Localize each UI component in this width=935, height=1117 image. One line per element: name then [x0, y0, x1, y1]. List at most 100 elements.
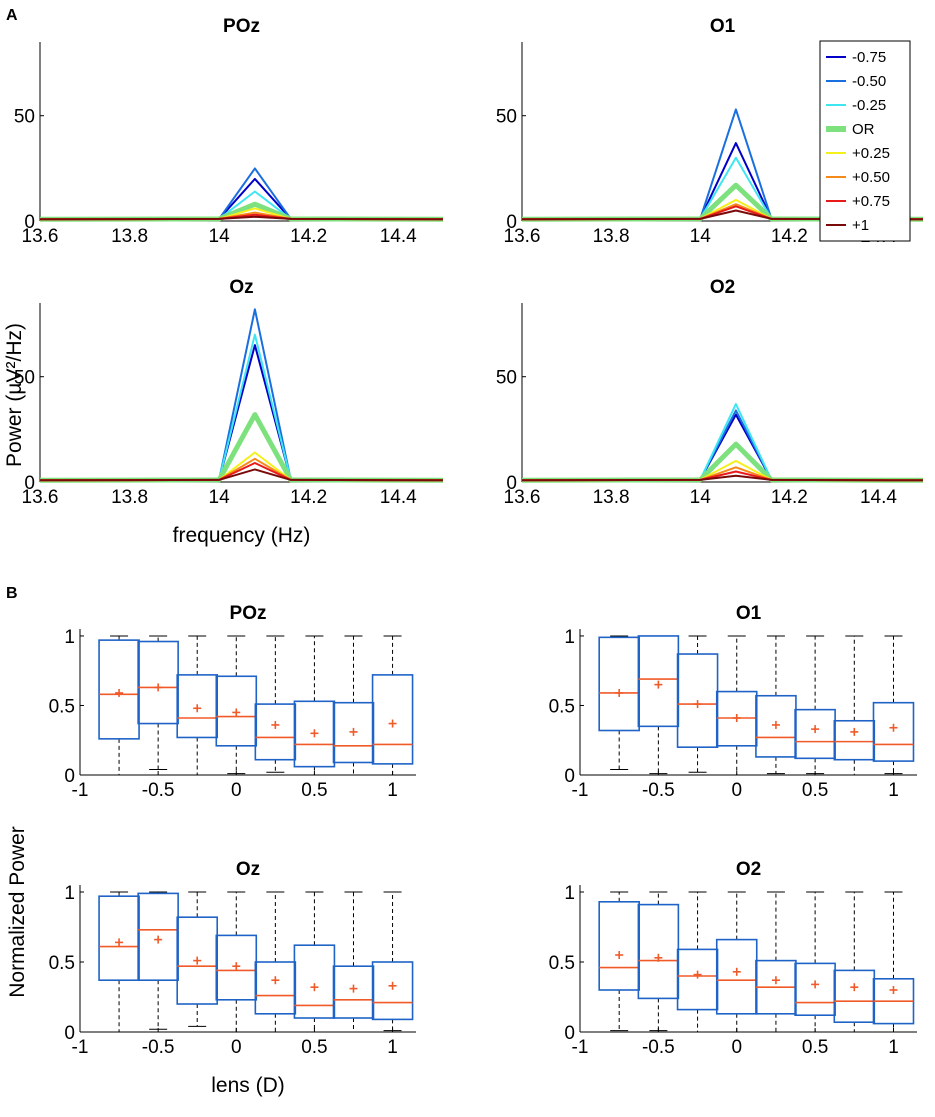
x-axis-label: lens (D): [211, 1074, 285, 1097]
box-0-5: [137, 891, 179, 1030]
x-tick-label: -0.5: [142, 780, 175, 801]
panel-label-a: A: [6, 7, 18, 24]
x-tick-label: 14: [209, 226, 231, 247]
x-tick-label: 0.5: [301, 1037, 327, 1058]
chart-title: Oz: [236, 859, 260, 880]
x-tick-label: 0: [731, 1037, 742, 1058]
series-line-0-25: [40, 333, 443, 482]
chart-a-oz: Oz 13.6 13.8 14 14.2 14.4 0 50 frequency (Hz) Pow…: [3, 277, 443, 547]
x-tick-label: 14.2: [771, 487, 808, 508]
box-0-75: [598, 635, 640, 770]
x-tick-label: 14.2: [771, 226, 808, 247]
iqr-box: [371, 674, 414, 765]
x-tick-label: 1: [387, 780, 398, 801]
box-1: [371, 635, 414, 776]
iqr-box: [137, 640, 179, 725]
x-tick-label: 13.8: [111, 226, 148, 247]
x-tick-label: -1: [572, 780, 589, 801]
box-0-25: [676, 891, 719, 1033]
x-tick-label: -1: [72, 780, 89, 801]
legend-label-1: +1: [852, 217, 869, 234]
x-tick-label: 14: [690, 487, 712, 508]
iqr-box: [598, 900, 640, 991]
legend-label-or: OR: [852, 121, 875, 138]
iqr-box: [98, 639, 140, 740]
iqr-box: [371, 961, 414, 1021]
chart-title: POz: [223, 16, 260, 37]
iqr-box: [872, 701, 915, 762]
iqr-box: [794, 962, 836, 1017]
x-tick-label: 13.8: [111, 487, 148, 508]
box-0-75: [98, 635, 140, 776]
box-0-25: [254, 635, 297, 773]
x-tick-label: 13.6: [22, 226, 59, 247]
box-1: [872, 891, 915, 1033]
y-tick-label: 50: [496, 107, 517, 128]
box-0-75: [598, 891, 640, 1032]
chart-title: O1: [710, 16, 736, 37]
box-0-75: [833, 891, 876, 1033]
legend: -0.75 -0.50 -0.25 OR +0.25 +0.50 +0.75 +1: [819, 40, 911, 242]
iqr-box: [833, 719, 876, 761]
y-tick-label: 1: [564, 627, 575, 648]
box-0-25: [676, 635, 719, 773]
legend-label-0-50: +0.50: [852, 169, 890, 186]
box-0-25: [755, 891, 797, 1033]
y-tick-label: 0: [64, 1023, 75, 1044]
series-line-0-75: [40, 344, 443, 482]
chart-b-o1: O1 -1 -0.5 0 0.5 1 0 0.5 1: [549, 603, 917, 801]
y-tick-label: 1: [64, 883, 75, 904]
box-0-5: [293, 635, 336, 776]
chart-title: O1: [736, 603, 762, 624]
box-0-5: [637, 635, 680, 775]
box-1: [872, 635, 915, 775]
box-0-5: [794, 635, 836, 775]
iqr-box: [215, 675, 258, 747]
iqr-box: [254, 961, 297, 1015]
x-tick-label: 0.5: [802, 780, 828, 801]
x-tick-label: 13.6: [22, 487, 59, 508]
box-0-75: [332, 891, 375, 1033]
series-group: [522, 403, 923, 483]
y-tick-label: 0.5: [49, 953, 75, 974]
y-tick-label: 0: [64, 766, 75, 787]
box-0: [215, 635, 258, 775]
chart-title: O2: [736, 859, 761, 880]
box-1: [371, 891, 414, 1032]
x-tick-label: 13.6: [504, 487, 541, 508]
box-0-25: [176, 891, 219, 1027]
plots-container: POz 13.6 13.8 14 14.2 14.4 0 50 O1 13.6 13.8 14 14.2…: [3, 16, 923, 1097]
y-tick-label: 0.5: [549, 953, 575, 974]
series-line-0-75: [522, 413, 923, 482]
y-axis-label: Normalized Power: [6, 826, 29, 998]
x-tick-label: 14.4: [380, 226, 417, 247]
box-0: [715, 635, 758, 776]
iqr-box: [794, 708, 836, 760]
iqr-box: [98, 895, 140, 982]
series-line-1: [40, 215, 443, 221]
box-0-75: [98, 891, 140, 1033]
iqr-box: [715, 938, 758, 1015]
x-axis-label: frequency (Hz): [173, 524, 311, 547]
x-tick-label: 13.8: [593, 226, 630, 247]
x-tick-label: 1: [888, 780, 899, 801]
x-tick-label: 14.4: [380, 487, 417, 508]
y-tick-label: 0.5: [549, 696, 575, 717]
chart-a-o2: O2 13.6 13.8 14 14.2 14.4 0 50 -0.75 -0.50 -0.25 OR…: [496, 40, 923, 508]
iqr-box: [332, 701, 375, 764]
y-axis-label: Power (µV²/Hz): [3, 323, 26, 467]
x-tick-label: 14: [690, 226, 712, 247]
iqr-box: [598, 636, 640, 732]
box-0-5: [794, 891, 836, 1033]
chart-title: Oz: [229, 277, 253, 298]
box-0-25: [755, 635, 797, 775]
x-tick-label: 0.5: [802, 1037, 828, 1058]
iqr-box: [637, 635, 680, 728]
chart-b-poz: POz -1 -0.5 0 0.5 1 0 0.5 1: [49, 603, 416, 801]
x-tick-label: 0: [231, 1037, 242, 1058]
x-tick-label: 14: [209, 487, 231, 508]
chart-title: POz: [230, 603, 267, 624]
y-tick-label: 50: [14, 368, 35, 389]
x-tick-label: 1: [387, 1037, 398, 1058]
